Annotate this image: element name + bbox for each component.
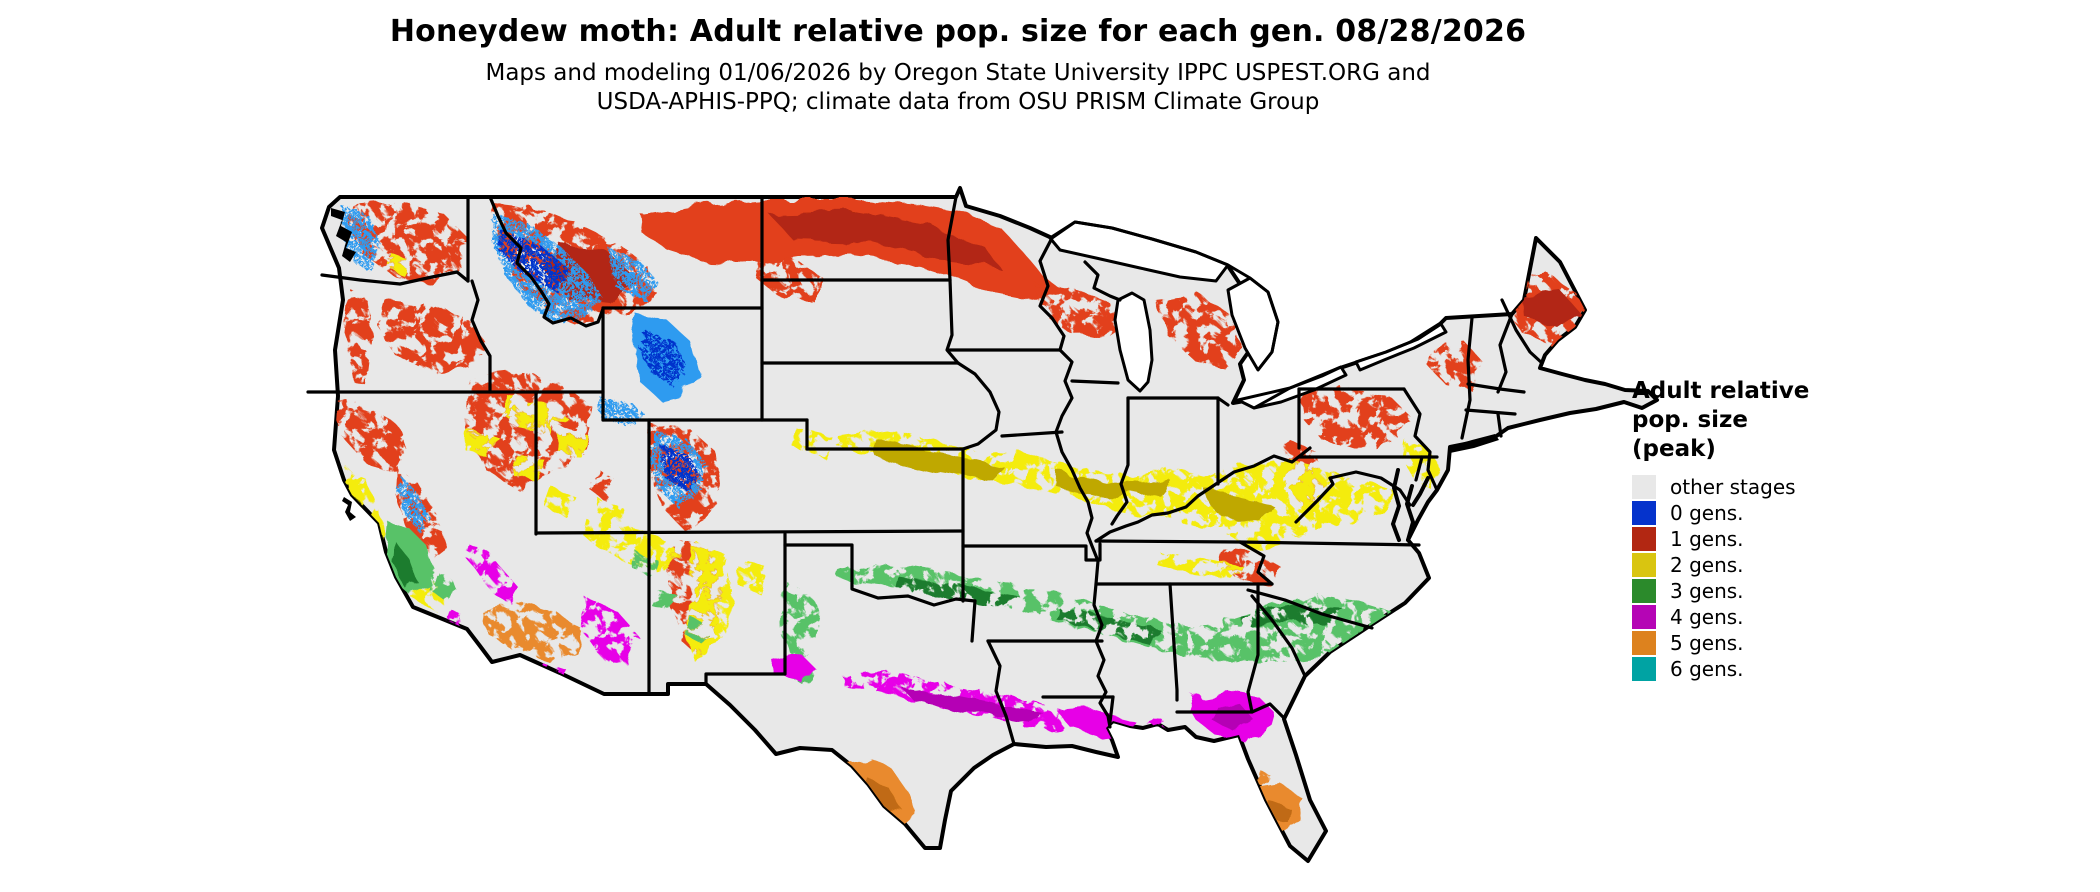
map-region-3-gens — [383, 520, 1418, 687]
legend-title-line-3: (peak) — [1632, 436, 1716, 462]
page-title: Honeydew moth: Adult relative pop. size … — [389, 14, 1527, 49]
puget-sound — [331, 208, 356, 262]
subtitle: Maps and modeling 01/06/2026 by Oregon S… — [0, 59, 1916, 117]
delaware-bay — [1411, 476, 1430, 507]
san-francisco-bay — [342, 497, 356, 521]
legend-item-2-gens: 2 gens. — [1632, 552, 1912, 578]
legend-label: 0 gens. — [1670, 501, 1744, 525]
legend-label: 4 gens. — [1670, 605, 1744, 629]
legend-label: 3 gens. — [1670, 579, 1744, 603]
legend-swatch — [1632, 579, 1656, 603]
legend: Adult relative pop. size (peak) other st… — [1632, 377, 1912, 682]
legend-item-0-gens: 0 gens. — [1632, 500, 1912, 526]
legend-swatch — [1632, 527, 1656, 551]
subtitle-line-2: USDA-APHIS-PPQ; climate data from OSU PR… — [596, 89, 1320, 115]
legend-item-3-gens: 3 gens. — [1632, 578, 1912, 604]
legend-title: Adult relative pop. size (peak) — [1632, 377, 1912, 464]
legend-item-6-gens: 6 gens. — [1632, 656, 1912, 682]
legend-label: 6 gens. — [1670, 657, 1744, 681]
legend-item-5-gens: 5 gens. — [1632, 630, 1912, 656]
coastal-details — [331, 208, 1499, 542]
legend-swatch — [1632, 475, 1656, 499]
long-island — [1448, 434, 1499, 453]
legend-title-line-1: Adult relative — [1632, 378, 1810, 404]
canada-lake-shorelines — [1051, 220, 1442, 410]
chesapeake-bay — [1390, 468, 1402, 542]
map-region-6-gens — [1252, 860, 1293, 861]
legend-item-1-gens: 1 gens. — [1632, 526, 1912, 552]
legend-label: 5 gens. — [1670, 631, 1744, 655]
legend-label: other stages — [1670, 475, 1796, 499]
legend-swatch — [1632, 631, 1656, 655]
header: Honeydew moth: Adult relative pop. size … — [0, 14, 1916, 117]
subtitle-line-1: Maps and modeling 01/06/2026 by Oregon S… — [485, 60, 1431, 86]
map-region-1-gens — [333, 199, 1600, 657]
legend-label: 2 gens. — [1670, 553, 1744, 577]
state-borders — [306, 195, 1544, 746]
legend-label: 1 gens. — [1670, 527, 1744, 551]
chesapeake-bay-east — [1404, 484, 1416, 542]
legend-swatch — [1632, 605, 1656, 629]
legend-swatch — [1632, 501, 1656, 525]
lake-michigan — [1113, 291, 1154, 393]
legend-item-4-gens: 4 gens. — [1632, 604, 1912, 630]
legend-swatch — [1632, 553, 1656, 577]
map-region-0-gens — [340, 206, 706, 534]
legend-item-other-stages: other stages — [1632, 474, 1912, 500]
legend-title-line-2: pop. size — [1632, 407, 1749, 433]
legend-swatch — [1632, 657, 1656, 681]
legend-items: other stages 0 gens. 1 gens. 2 gens. 3 g… — [1632, 474, 1912, 682]
